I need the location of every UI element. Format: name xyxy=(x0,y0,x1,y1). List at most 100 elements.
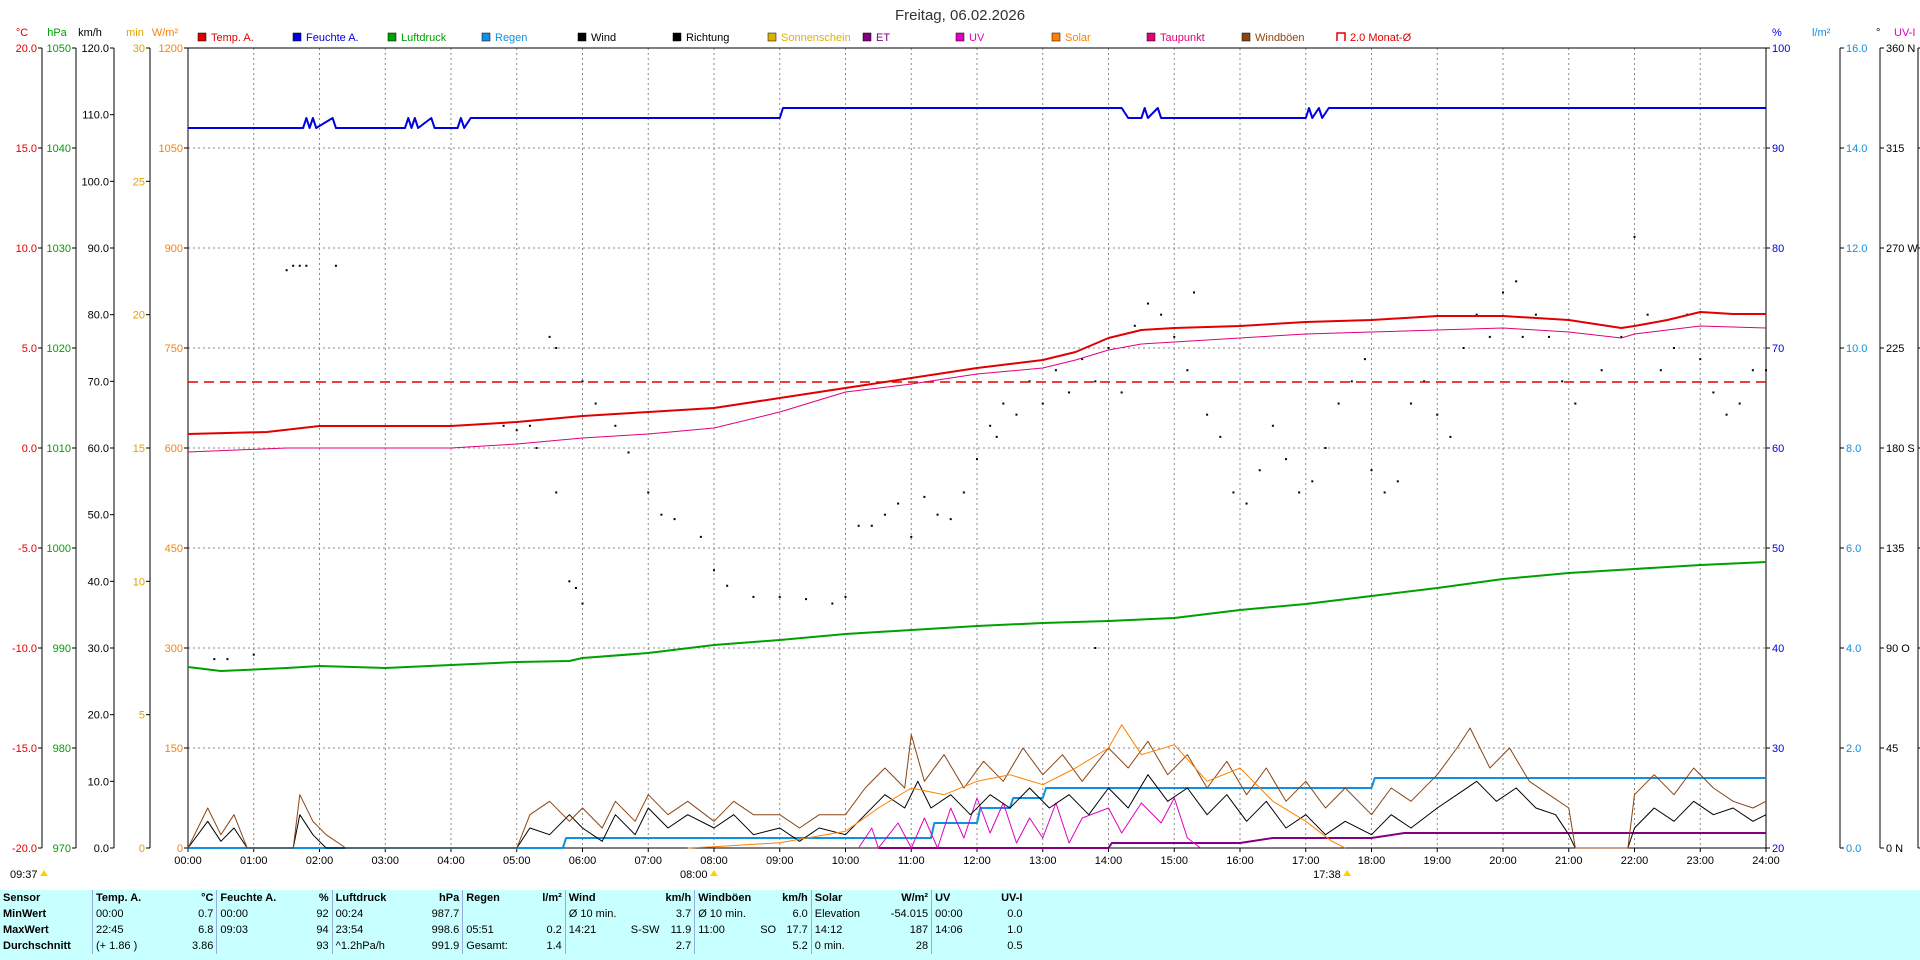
wind-direction-dot xyxy=(298,264,301,267)
stats-header-hum-unit: % xyxy=(318,892,329,904)
wind-direction-dot xyxy=(502,424,505,427)
axis-tick-label: 110.0 xyxy=(82,110,109,122)
stats-max-solar-value: 187 xyxy=(909,924,929,936)
stats-avg-solar-value: 28 xyxy=(915,940,929,952)
sun-time-label: 08:00 xyxy=(680,869,708,881)
stats-max-rain-value: 0.2 xyxy=(546,924,562,936)
stats-avg-temp-value: 3.86 xyxy=(192,940,214,952)
stats-avg-label: Durchschnitt xyxy=(3,940,71,952)
wind-direction-dot xyxy=(989,424,992,427)
stats-avg-solar-label: 0 min. xyxy=(810,938,888,954)
legend-swatch xyxy=(1051,32,1061,42)
axis-unit-label: min xyxy=(126,27,144,39)
axis-tick-label: 1030 xyxy=(47,243,71,255)
wind-direction-dot xyxy=(1521,335,1524,338)
stats-max-row: MaxWert 22:45 6.8 09:03 94 23:54 998.6 0… xyxy=(0,922,1026,938)
stats-header-sensor: Sensor xyxy=(3,892,41,904)
wind-direction-dot xyxy=(515,429,518,432)
x-axis-tick-label: 21:00 xyxy=(1555,855,1583,867)
axis-tick-label: 135 xyxy=(1886,543,1904,555)
stats-avg-gust-value: 5.2 xyxy=(792,940,808,952)
legend-label: Wind xyxy=(591,32,616,44)
x-axis-tick-label: 24:00 xyxy=(1752,855,1780,867)
axis-tick-label: 1050 xyxy=(47,43,71,55)
wind-direction-dot xyxy=(1298,491,1301,494)
wind-direction-dot xyxy=(528,424,531,427)
wind-direction-dot xyxy=(1515,280,1518,283)
axis-tick-label: 315 xyxy=(1886,143,1904,155)
stats-avg-hum-time xyxy=(216,938,314,954)
stats-header-rain-unit: l/m² xyxy=(542,892,562,904)
axis-tick-label: 0.0 xyxy=(94,843,109,855)
axis-tick-label: 20.0 xyxy=(88,710,109,722)
sun-time-label: 17:38 xyxy=(1313,869,1341,881)
wind-direction-dot xyxy=(1041,402,1044,405)
wind-direction-dot xyxy=(1285,458,1288,461)
axis-unit-label: W/m² xyxy=(152,27,179,39)
stats-header-gust: Windböen xyxy=(694,890,758,906)
wind-direction-dot xyxy=(857,524,860,527)
axis-tick-label: 1050 xyxy=(159,143,183,155)
wind-direction-dot xyxy=(581,602,584,605)
stats-min-uv-time: 00:00 xyxy=(931,906,999,922)
axis-tick-label: 970 xyxy=(53,843,71,855)
stats-min-uv-value: 0.0 xyxy=(1007,908,1023,920)
axis-tick-label: 1200 xyxy=(159,43,183,55)
stats-min-rain-time xyxy=(462,906,540,922)
axis-tick-label: 16.0 xyxy=(1846,43,1867,55)
wind-direction-dot xyxy=(1002,402,1005,405)
stats-max-wind-time: 14:21 xyxy=(564,922,628,938)
wind-direction-dot xyxy=(726,584,729,587)
axis-tick-label: 20 xyxy=(1772,843,1784,855)
stats-header-rain: Regen xyxy=(462,890,540,906)
wind-direction-dot xyxy=(1068,391,1071,394)
wind-direction-dot xyxy=(252,653,255,656)
stats-header-gust-dir xyxy=(757,890,779,906)
stats-avg-temp-change: (+ 1.86 ) xyxy=(92,938,189,954)
stats-header-uv-unit: UV-I xyxy=(1001,892,1023,904)
wind-direction-dot xyxy=(1054,369,1057,372)
stats-min-row: MinWert 00:00 0.7 00:00 92 00:24 987.7 Ø… xyxy=(0,906,1026,922)
x-axis-tick-label: 06:00 xyxy=(569,855,597,867)
stats-min-hum-value: 92 xyxy=(316,908,329,920)
wind-direction-dot xyxy=(1363,358,1366,361)
wind-direction-dot xyxy=(1574,402,1577,405)
axis-tick-label: 100 xyxy=(1772,43,1790,55)
wind-direction-dot xyxy=(1646,313,1649,316)
stats-max-gust-dir: SO xyxy=(760,924,777,936)
stats-min-pres-value: 987.7 xyxy=(431,908,460,920)
stats-min-hum-time: 00:00 xyxy=(216,906,314,922)
axis-tick-label: 750 xyxy=(165,343,183,355)
wind-direction-dot xyxy=(285,269,288,272)
wind-direction-dot xyxy=(752,595,755,598)
chart-title: Freitag, 06.02.2026 xyxy=(895,7,1025,24)
x-axis-tick-label: 23:00 xyxy=(1686,855,1714,867)
axis-unit-label: km/h xyxy=(78,27,102,39)
stats-max-uv-value: 1.0 xyxy=(1007,924,1023,936)
axis-tick-label: 1000 xyxy=(47,543,71,555)
legend-label: Feuchte A. xyxy=(306,32,359,44)
series-line-windb-en xyxy=(187,727,1767,849)
axis-tick-label: -10.0 xyxy=(12,643,37,655)
stats-header-uv: UV xyxy=(931,890,999,906)
wind-direction-dot xyxy=(1738,402,1741,405)
stats-max-pres-value: 998.6 xyxy=(431,924,460,936)
x-axis-tick-label: 12:00 xyxy=(963,855,991,867)
wind-direction-dot xyxy=(292,264,295,267)
wind-direction-dot xyxy=(1219,435,1222,438)
legend-swatch xyxy=(862,32,872,42)
x-axis-tick-label: 00:00 xyxy=(174,855,202,867)
x-axis-tick-label: 15:00 xyxy=(1160,855,1188,867)
wind-direction-dot xyxy=(1751,369,1754,372)
series-line-feuchte-a xyxy=(188,107,1766,129)
wind-direction-dot xyxy=(1699,358,1702,361)
axis-tick-label: 60 xyxy=(1772,443,1784,455)
axis-tick-label: 1010 xyxy=(47,443,71,455)
legend-swatch xyxy=(955,32,965,42)
legend-label: Windböen xyxy=(1255,32,1305,44)
x-axis-tick-label: 22:00 xyxy=(1621,855,1649,867)
legend-label: Solar xyxy=(1065,32,1091,44)
wind-direction-dot xyxy=(1672,347,1675,349)
stats-min-wind-time: Ø 10 min. xyxy=(564,906,628,922)
axis-tick-label: 10 xyxy=(133,576,145,588)
